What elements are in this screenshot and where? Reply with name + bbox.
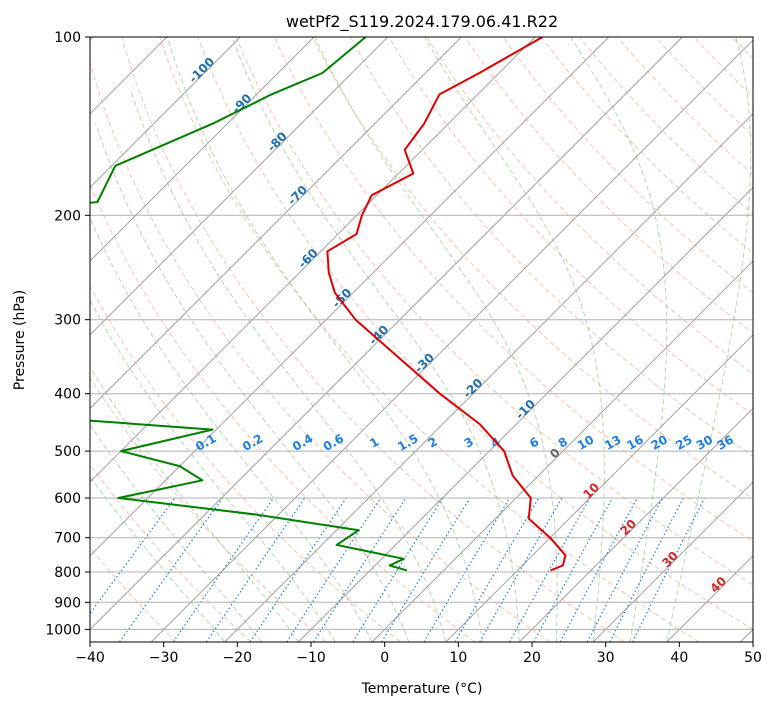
isotherm-line [298,186,753,642]
y-tick-label: 1000 [45,622,81,638]
dry-adiabat [90,183,476,642]
mixing-ratio-line [90,497,176,615]
temperature-line [326,37,567,572]
isotherm-line [519,407,753,642]
x-tick-label: −30 [149,650,179,666]
mixing-ratio-line [172,497,274,642]
mixing-ratio-line [119,497,224,642]
moist-adiabat [166,37,484,642]
mixing-ratio-line [381,497,471,642]
moist-adiabat [231,37,520,642]
moist-adiabat [130,91,447,642]
isotherm-line [90,37,315,262]
y-tick-label: 300 [54,313,81,329]
moist-adiabat [570,37,668,642]
pressure-gridlines [90,37,753,630]
moist-adiabat [424,37,605,642]
isotherm-line [445,334,753,642]
y-tick-label: 400 [54,387,81,403]
y-tick-label: 100 [54,30,81,46]
dry-adiabat [197,37,753,631]
dry-adiabat [464,37,753,334]
x-tick-label: 50 [744,650,762,666]
dry-adiabat [579,37,753,215]
mixing-ratio-line [352,497,444,642]
y-tick-label: 700 [54,531,81,547]
x-tick-label: 0 [380,650,389,666]
dry-adiabat [273,37,753,543]
mixing-ratio-line [586,497,664,642]
mixing-ratio-line [533,497,614,642]
isotherm-line [90,37,536,483]
isotherm-line [90,37,610,557]
x-tick-label: −40 [75,650,105,666]
isotherm-line [224,113,753,642]
dry-adiabat [426,37,753,375]
y-tick-label: 600 [54,491,81,507]
y-tick-label: 900 [54,595,81,611]
x-tick-label: 40 [670,650,688,666]
mixing-ratio-line [559,497,638,642]
mixing-ratio-line [249,497,347,642]
isotherm-line [371,260,753,642]
mixing-ratio-line [609,497,684,642]
mixing-ratio-line [312,497,407,642]
dry-adiabat [90,284,401,642]
dry-adiabat [541,37,753,254]
isotherm-line [90,37,683,631]
dry-adiabat [311,37,753,500]
x-tick-label: −20 [223,650,253,666]
axis-ticks: −40 −30 −20 −10 0 10 20 30 40 50 100 200 300 400 500 60… [45,30,762,666]
dry-adiabat [388,37,753,416]
isotherm-line [90,37,462,410]
moist-adiabat [314,37,558,642]
x-tick-label: 20 [523,650,541,666]
moist-adiabat [90,475,226,642]
isotherm-line [150,39,753,642]
x-tick-label: −10 [296,650,326,666]
dewpoint-line [90,37,408,572]
moist-adiabat [666,37,752,642]
moist-adiabat [90,216,373,642]
dry-adiabat [90,60,551,642]
plot-frame [89,36,754,643]
isotherm-line [90,37,389,336]
mixing-ratio-line [509,497,591,642]
x-tick-label: 30 [597,650,615,666]
chart-title: wetPf2_S119.2024.179.06.41.R22 [286,12,558,32]
y-axis-label: Pressure (hPa) [12,290,28,390]
isotherm-line [90,37,241,189]
mixing-ratio-line [205,497,306,642]
mixing-ratio-line [632,497,706,642]
x-axis-label: Temperature (°C) [361,681,483,697]
mixing-ratio-line [286,497,382,642]
isotherm-line [592,481,753,642]
y-tick-label: 200 [54,208,81,224]
y-tick-label: 800 [54,565,81,581]
dry-adiabat [121,37,625,642]
x-tick-label: 10 [449,650,467,666]
dry-adiabat [235,37,753,586]
y-tick-label: 500 [54,444,81,460]
profile-series [90,37,567,572]
moist-adiabat [90,423,262,642]
